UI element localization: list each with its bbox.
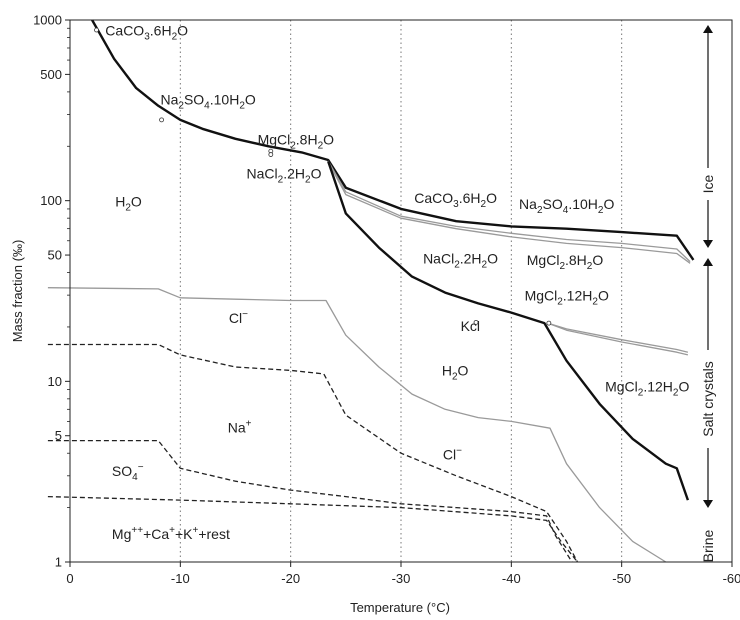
x-tick-label: -20: [281, 571, 300, 586]
arrow-head: [703, 258, 713, 266]
x-tick-label: -30: [392, 571, 411, 586]
point-marker: [546, 320, 552, 326]
annotation-label: H2O: [442, 362, 469, 382]
annotation-label: Na2SO4.10H2O: [160, 92, 255, 112]
annotation-label: Cl−: [443, 445, 462, 462]
x-axis-label: Temperature (°C): [350, 600, 450, 615]
x-tick-label: 0: [66, 571, 73, 586]
side-label: Ice: [700, 174, 716, 193]
annotation-label: Na+: [228, 419, 252, 436]
side-layer: Ice Salt crystals Brine: [700, 25, 716, 562]
annotation-label: NaCl2.2H2O: [423, 250, 498, 270]
y-tick-label: 50: [48, 248, 62, 263]
y-tick-label: 100: [40, 193, 62, 208]
point-marker: [159, 117, 164, 123]
annotation-label: Cl−: [229, 309, 248, 326]
grid-layer: [179, 20, 623, 562]
annotation-label: NaCl2.2H2O: [247, 165, 322, 185]
annotation-label: MgCl2.8H2O: [527, 252, 604, 272]
annotation-label: SO4−: [112, 462, 144, 483]
annotation-label: CaCO3.6H2O: [414, 190, 497, 210]
x-tick-label: -50: [612, 571, 631, 586]
series-line-10: [47, 495, 579, 563]
point-marker: [268, 152, 274, 157]
x-tick-label: -10: [171, 571, 190, 586]
arrow-head: [703, 25, 713, 33]
annotation-label: CaCO3.6H2O: [105, 23, 188, 43]
series-line-3: [327, 161, 691, 264]
arrow-head: [703, 500, 713, 508]
point-marker: [94, 27, 99, 33]
axes-layer: 0 -10 -20 -30 -40 -50 -60 1000 500 100 50 10 5 1: [33, 13, 740, 587]
x-tick-label: -60: [723, 571, 740, 586]
annotation-label: MgCl2.12H2O: [605, 378, 689, 398]
label-layer: CaCO3.6H2ONa2SO4.10H2OMgCl2.8H2ONaCl2.2H…: [94, 23, 689, 542]
y-tick-label: 500: [40, 67, 62, 82]
annotation-label: H2O: [115, 193, 142, 213]
series-layer: [47, 19, 695, 563]
y-tick-label: 5: [55, 428, 62, 443]
y-tick-label: 10: [48, 374, 62, 389]
y-tick-label: 1: [55, 555, 62, 570]
point-marker: [473, 319, 479, 325]
series-line-9: [47, 439, 573, 563]
series-line-1: [91, 19, 695, 261]
annotation-label: Mg+++Ca++K++rest: [112, 525, 230, 542]
series-line-5: [547, 322, 689, 353]
side-label: Salt crystals: [700, 361, 716, 436]
y-tick-label: 1000: [33, 13, 62, 28]
series-line-4: [327, 161, 690, 501]
y-axis-label: Mass fraction (‰): [10, 240, 25, 343]
annotation-label: MgCl2.8H2O: [258, 131, 335, 151]
series-line-2: [327, 160, 691, 263]
annotation-label: Na2SO4.10H2O: [519, 196, 614, 216]
series-line-6: [547, 322, 689, 356]
x-tick-label: -40: [502, 571, 521, 586]
side-label: Brine: [700, 529, 716, 562]
series-line-7: [47, 287, 667, 563]
arrow-head: [703, 240, 713, 248]
annotation-label: MgCl2.12H2O: [525, 288, 609, 308]
